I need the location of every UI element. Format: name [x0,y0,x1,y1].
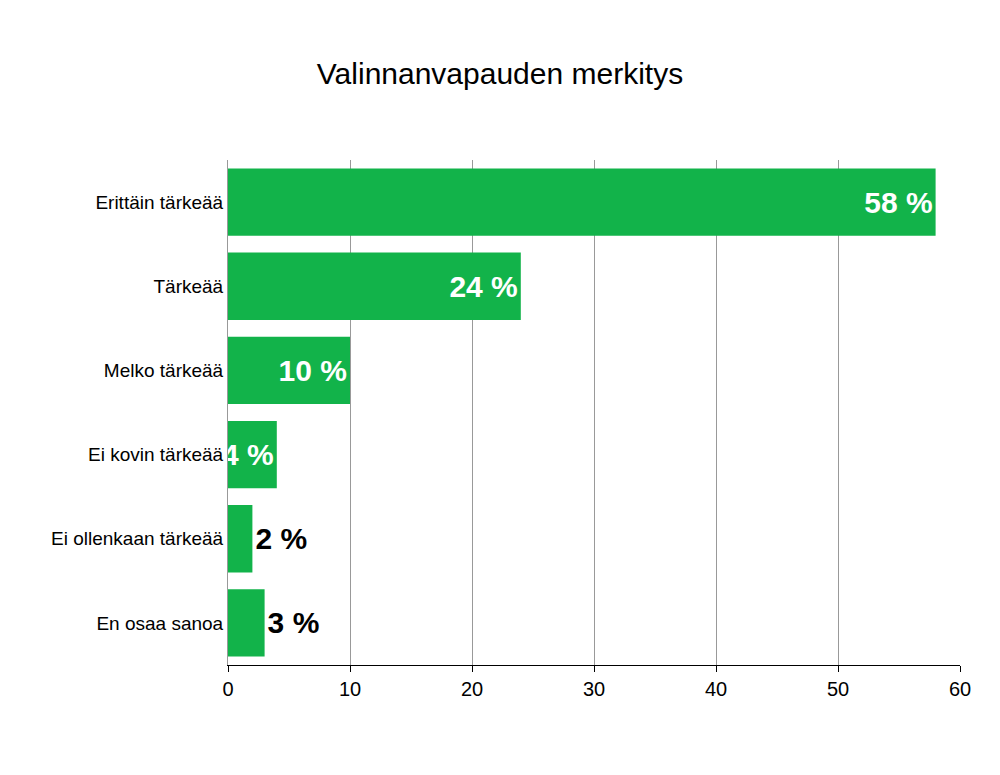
svg-text:Ei ollenkaan tärkeää: Ei ollenkaan tärkeää [51,528,224,549]
svg-text:Tärkeää: Tärkeää [153,276,223,297]
svg-text:0: 0 [222,678,233,700]
svg-text:50: 50 [827,678,849,700]
svg-text:Erittäin tärkeää: Erittäin tärkeää [95,192,223,213]
svg-text:40: 40 [705,678,727,700]
svg-text:Melko tärkeää: Melko tärkeää [104,360,224,381]
svg-text:Ei kovin tärkeää: Ei kovin tärkeää [88,444,224,465]
svg-text:Valinnanvapauden merkitys: Valinnanvapauden merkitys [317,57,683,90]
svg-text:10: 10 [339,678,361,700]
svg-text:20: 20 [461,678,483,700]
svg-text:4 %: 4 % [222,438,274,471]
svg-text:24 %: 24 % [449,270,517,303]
svg-text:60: 60 [949,678,971,700]
svg-text:58 %: 58 % [864,186,932,219]
svg-text:30: 30 [583,678,605,700]
svg-text:2 %: 2 % [255,522,307,555]
svg-text:3 %: 3 % [268,606,320,639]
svg-text:En osaa sanoa: En osaa sanoa [96,613,223,634]
svg-text:10 %: 10 % [279,354,347,387]
